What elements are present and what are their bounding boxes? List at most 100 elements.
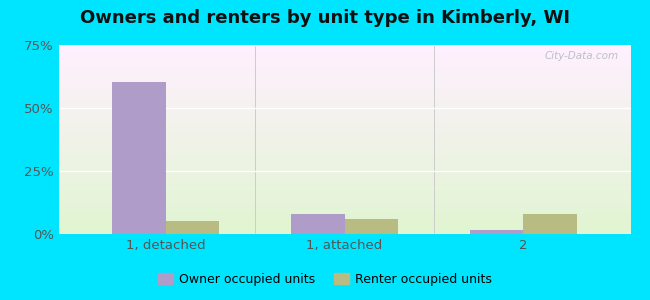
Bar — [58, 137, 630, 138]
Bar — [58, 113, 630, 114]
Bar — [58, 190, 630, 191]
Bar — [58, 71, 630, 72]
Bar — [58, 73, 630, 74]
Bar — [58, 187, 630, 188]
Bar — [58, 110, 630, 111]
Bar — [58, 204, 630, 205]
Bar — [58, 170, 630, 171]
Bar — [291, 214, 344, 234]
Bar — [58, 59, 630, 60]
Bar — [58, 101, 630, 102]
Bar — [58, 139, 630, 140]
Bar — [58, 82, 630, 83]
Bar — [58, 151, 630, 152]
Bar — [58, 51, 630, 52]
Text: Owners and renters by unit type in Kimberly, WI: Owners and renters by unit type in Kimbe… — [80, 9, 570, 27]
Bar — [58, 108, 630, 109]
Bar — [58, 134, 630, 135]
Bar — [58, 205, 630, 206]
Bar — [58, 92, 630, 93]
Bar — [58, 145, 630, 146]
Bar — [58, 186, 630, 187]
Bar — [58, 227, 630, 228]
Bar — [58, 144, 630, 145]
Bar — [58, 207, 630, 208]
Bar — [58, 206, 630, 207]
Bar — [58, 213, 630, 214]
Bar — [58, 95, 630, 96]
Bar — [58, 217, 630, 218]
Bar — [58, 55, 630, 56]
Bar — [58, 81, 630, 82]
Bar — [58, 160, 630, 161]
Bar — [58, 202, 630, 203]
Bar — [58, 94, 630, 95]
Bar — [58, 115, 630, 116]
Bar — [58, 146, 630, 147]
Bar — [58, 93, 630, 94]
Bar — [58, 223, 630, 224]
Bar — [58, 104, 630, 106]
Bar — [58, 67, 630, 68]
Bar — [58, 158, 630, 159]
Bar — [58, 122, 630, 123]
Bar — [58, 63, 630, 64]
Bar — [58, 181, 630, 182]
Bar — [58, 157, 630, 158]
Bar — [58, 116, 630, 117]
Bar — [58, 126, 630, 127]
Bar — [58, 183, 630, 184]
Bar — [58, 60, 630, 61]
Bar — [58, 65, 630, 66]
Bar — [58, 119, 630, 120]
Bar — [58, 203, 630, 204]
Bar — [58, 72, 630, 73]
Bar — [58, 102, 630, 103]
Bar — [58, 192, 630, 194]
Bar — [58, 198, 630, 199]
Bar — [58, 210, 630, 211]
Bar — [58, 199, 630, 200]
Bar — [58, 131, 630, 132]
Bar — [58, 53, 630, 54]
Bar — [58, 69, 630, 70]
Bar — [58, 96, 630, 97]
Bar — [58, 98, 630, 99]
Bar — [58, 152, 630, 153]
Bar — [166, 221, 220, 234]
Text: City-Data.com: City-Data.com — [545, 51, 619, 61]
Bar — [58, 222, 630, 223]
Bar — [58, 127, 630, 128]
Bar — [58, 220, 630, 221]
Bar — [58, 74, 630, 75]
Bar — [58, 150, 630, 151]
Bar — [58, 179, 630, 180]
Bar — [58, 58, 630, 59]
Bar — [58, 111, 630, 112]
Bar — [58, 87, 630, 88]
Bar — [58, 184, 630, 185]
Bar — [58, 48, 630, 49]
Bar — [58, 216, 630, 217]
Bar — [58, 191, 630, 192]
Bar — [58, 136, 630, 137]
Bar — [58, 107, 630, 108]
Bar — [58, 161, 630, 162]
Bar — [58, 175, 630, 176]
Bar — [58, 224, 630, 226]
Bar — [470, 230, 523, 234]
Bar — [58, 195, 630, 196]
Bar — [58, 91, 630, 92]
Bar — [58, 62, 630, 63]
Bar — [58, 138, 630, 139]
Bar — [58, 177, 630, 178]
Bar — [58, 64, 630, 65]
Bar — [58, 180, 630, 181]
Bar — [58, 83, 630, 84]
Bar — [58, 201, 630, 202]
Bar — [58, 140, 630, 141]
Bar — [58, 103, 630, 104]
Bar — [58, 194, 630, 195]
Bar — [58, 99, 630, 100]
Bar — [58, 46, 630, 47]
